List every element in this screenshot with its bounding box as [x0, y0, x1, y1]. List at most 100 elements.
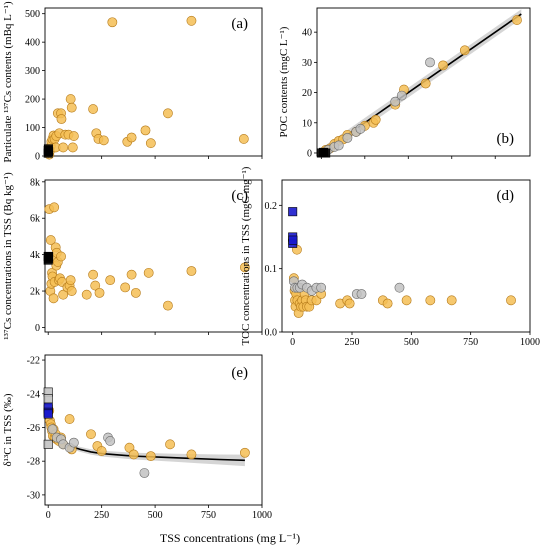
panel-e: 0 250 500 750 1000 -30 -28 -26 -24 -22 δ¹³C in TSS… — [2, 354, 272, 521]
data-point-orange — [145, 138, 156, 149]
data-point-orange — [382, 298, 393, 309]
data-point-orange — [98, 135, 109, 146]
y-axis-label: ¹³⁷Cs concentrations in TSS (Bq kg⁻¹) — [2, 172, 14, 340]
x-tick-label: 500 — [404, 337, 419, 348]
data-point-orange — [446, 295, 457, 306]
panel-d: 0 250 500 750 1000 0.0 0.1 0.2 TOC concentration… — [240, 166, 540, 348]
data-point-orange — [163, 300, 173, 311]
data-point-orange — [90, 280, 101, 291]
data-point-orange — [145, 451, 156, 462]
data-point-grey — [47, 424, 58, 435]
data-point-orange — [401, 295, 412, 306]
data-point-orange — [45, 235, 56, 245]
data-point-orange — [344, 298, 355, 309]
panel-label: (e) — [231, 365, 248, 381]
y-tick-label: 0.1 — [265, 264, 278, 275]
y-tick-label: 200 — [25, 95, 40, 106]
data-point-orange — [58, 289, 69, 300]
data-point-grey — [68, 437, 79, 448]
data-point-grey — [394, 282, 405, 293]
data-point-orange — [186, 15, 197, 26]
data-point-orange — [239, 262, 250, 273]
panel-label: (b) — [497, 131, 515, 147]
y-axis-label: POC contents (mgC L⁻¹) — [278, 26, 290, 137]
x-tick-label: 250 — [94, 510, 109, 521]
y-tick-label: -24 — [27, 389, 40, 400]
data-point-orange — [48, 293, 59, 304]
x-tick-label: 0 — [290, 337, 295, 348]
data-point-orange — [66, 102, 77, 113]
y-tick-label: 4k — [30, 250, 40, 261]
data-square-black — [321, 148, 331, 158]
data-point-orange — [120, 282, 131, 293]
data-point-orange — [68, 131, 79, 141]
y-tick-label: 500 — [25, 9, 40, 20]
data-point-orange — [130, 287, 141, 298]
data-square-blue — [288, 207, 298, 217]
y-tick-label: 6k — [30, 214, 40, 225]
data-point-orange — [425, 295, 436, 306]
x-tick-label: 750 — [201, 510, 216, 521]
y-axis-label: δ¹³C in TSS (‰) — [2, 393, 14, 466]
data-point-orange — [65, 94, 76, 104]
data-square-blue — [43, 409, 53, 419]
data-point-orange — [105, 275, 116, 286]
y-tick-label: -22 — [27, 356, 40, 367]
panel-label: (d) — [497, 188, 515, 204]
data-point-orange — [65, 275, 76, 286]
data-point-orange — [186, 449, 197, 460]
data-point-grey — [105, 436, 116, 446]
data-point-orange — [186, 266, 197, 276]
y-axis-label: Particulate ¹³⁷Cs contents (mBq L⁻¹) — [2, 1, 14, 163]
data-point-grey — [390, 96, 401, 107]
x-axis-label: TSS concentrations (mg L⁻¹) — [160, 531, 300, 545]
plot-frame — [44, 354, 263, 506]
y-tick-label: 0.2 — [265, 201, 278, 212]
data-point-orange — [163, 108, 173, 119]
data-point-orange — [66, 286, 77, 296]
data-point-orange — [126, 132, 137, 143]
y-tick-label: 20 — [302, 88, 312, 99]
y-tick-label: -26 — [27, 423, 40, 434]
data-point-orange — [88, 104, 99, 114]
data-point-orange — [64, 414, 75, 424]
x-tick-label: 1000 — [252, 510, 272, 521]
data-point-orange — [96, 446, 107, 456]
panel-b: 0 10 20 30 40 POC contents (mgC L⁻¹) (b) — [278, 7, 531, 159]
data-point-orange — [143, 267, 154, 278]
data-point-orange — [88, 269, 99, 280]
y-tick-label: 2k — [30, 287, 40, 298]
data-square-grey — [43, 439, 53, 449]
y-tick-label: 0 — [307, 148, 312, 159]
x-tick-label: 1000 — [520, 337, 540, 348]
data-point-orange — [459, 45, 470, 56]
panel-label: (c) — [231, 188, 248, 204]
data-point-orange — [56, 114, 67, 124]
data-point-orange — [86, 429, 96, 440]
data-point-orange — [126, 269, 137, 280]
x-tick-label: 250 — [345, 337, 360, 348]
data-point-orange — [506, 295, 516, 306]
data-point-orange — [81, 289, 92, 300]
y-tick-label: 30 — [302, 58, 312, 69]
y-tick-label: 8k — [30, 177, 40, 188]
data-point-orange — [420, 78, 431, 89]
plot-frame — [44, 7, 263, 157]
data-square-blue — [288, 235, 298, 245]
data-point-grey — [355, 123, 366, 134]
panel-c: 0 2k 4k 6k 8k ¹³⁷Cs concentrations in TSS (Bq… — [2, 172, 263, 340]
data-point-orange — [239, 447, 250, 458]
y-tick-label: 0 — [35, 323, 40, 334]
x-tick-label: 500 — [148, 510, 163, 521]
data-square-grey — [43, 394, 53, 404]
data-point-orange — [56, 251, 66, 262]
data-point-orange — [140, 125, 151, 136]
y-tick-label: 10 — [302, 118, 312, 129]
panel-label: (a) — [231, 16, 248, 32]
x-tick-label: 0 — [46, 510, 51, 521]
panel-a: 0 100 200 300 400 500 Particulate ¹³⁷Cs conten… — [2, 1, 263, 163]
y-tick-label: 0 — [35, 152, 40, 163]
data-point-orange — [49, 202, 60, 213]
y-tick-label: -28 — [27, 457, 40, 468]
data-point-orange — [512, 15, 522, 25]
